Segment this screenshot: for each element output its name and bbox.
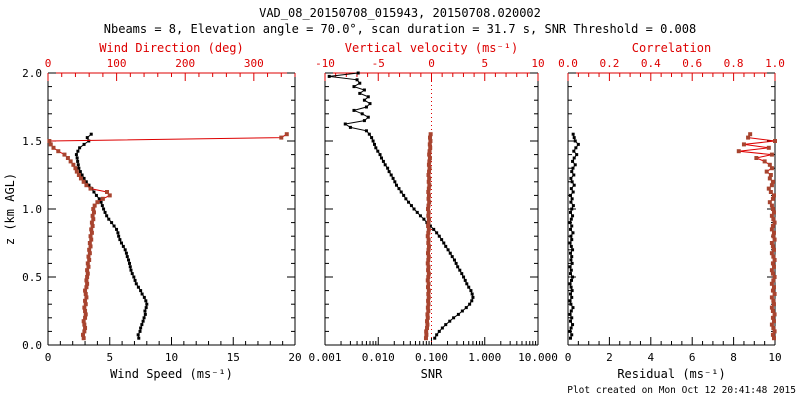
svg-text:10: 10: [165, 351, 178, 364]
svg-text:20: 20: [288, 351, 301, 364]
svg-text:300: 300: [244, 57, 264, 70]
svg-text:6: 6: [689, 351, 696, 364]
residual-z-axis: [568, 72, 775, 346]
svg-text:-5: -5: [372, 57, 385, 70]
svg-text:Vertical velocity (ms⁻¹): Vertical velocity (ms⁻¹): [345, 41, 518, 55]
svg-text:Residual (ms⁻¹): Residual (ms⁻¹): [617, 367, 725, 381]
svg-text:2.0: 2.0: [22, 67, 42, 80]
svg-text:z (km AGL): z (km AGL): [3, 173, 17, 245]
snr-series-snr: [327, 71, 475, 340]
svg-text:4: 4: [647, 351, 654, 364]
svg-text:1.0: 1.0: [22, 203, 42, 216]
svg-text:0: 0: [428, 57, 435, 70]
svg-text:Wind Direction (deg): Wind Direction (deg): [99, 41, 244, 55]
svg-text:0.5: 0.5: [22, 271, 42, 284]
svg-text:1.0: 1.0: [765, 57, 785, 70]
snr-z-axis: [325, 72, 538, 346]
snr-top-axis: -10 -5 0 5 10 Vertical velocity (ms⁻¹): [315, 41, 545, 81]
svg-text:0.2: 0.2: [599, 57, 619, 70]
svg-text:1.000: 1.000: [468, 351, 501, 364]
svg-text:0.6: 0.6: [682, 57, 702, 70]
svg-text:5: 5: [106, 351, 113, 364]
svg-text:0.001: 0.001: [308, 351, 341, 364]
creation-timestamp: Plot created on Mon Oct 12 20:41:48 2015: [567, 385, 796, 396]
svg-text:0.8: 0.8: [724, 57, 744, 70]
svg-text:5: 5: [481, 57, 488, 70]
svg-text:8: 8: [730, 351, 737, 364]
figure-subtitle: Nbeams = 8, Elevation angle = 70.0°, sca…: [104, 22, 696, 36]
snr-bottom-axis: 0.001 0.010 0.100 1.000 10.000 SNR: [308, 337, 558, 381]
svg-text:200: 200: [175, 57, 195, 70]
residual-bottom-axis: 0 2 4 6 8 10 Residual (ms⁻¹): [565, 337, 782, 381]
panel-residual: 0 2 4 6 8 10 Residual (ms⁻¹) 0.0 0.2 0.4 0.6 0.8 1.0…: [558, 41, 785, 381]
svg-text:0.100: 0.100: [415, 351, 448, 364]
residual-top-axis: 0.0 0.2 0.4 0.6 0.8 1.0 Correlation: [558, 41, 785, 81]
figure-title: VAD_08_20150708_015943, 20150708.020002: [259, 6, 541, 20]
svg-text:SNR: SNR: [421, 367, 443, 381]
residual-series-residual: [568, 132, 580, 340]
svg-text:10.000: 10.000: [518, 351, 558, 364]
panel-snr: 0.001 0.010 0.100 1.000 10.000 SNR -10 -5 0 5 10 Ve…: [308, 41, 557, 381]
residual-frame: [567, 72, 776, 346]
svg-text:100: 100: [107, 57, 127, 70]
svg-text:0.010: 0.010: [362, 351, 395, 364]
svg-text:-10: -10: [315, 57, 335, 70]
svg-text:0.0: 0.0: [558, 57, 578, 70]
wind-series-wind-direction: [47, 132, 289, 341]
svg-text:10: 10: [768, 351, 781, 364]
svg-text:10: 10: [531, 57, 544, 70]
wind-z-axis: 0.0 0.5 1.0 1.5 2.0: [22, 67, 295, 352]
wind-bottom-axis: 0 5 10 15 20 Wind Speed (ms⁻¹): [45, 337, 302, 381]
svg-text:2: 2: [606, 351, 613, 364]
svg-text:0: 0: [45, 57, 52, 70]
residual-series-correlation: [736, 132, 777, 341]
snr-series-vertical-velocity: [423, 132, 433, 341]
svg-text:1.5: 1.5: [22, 135, 42, 148]
wind-series-wind-speed: [74, 132, 149, 340]
svg-text:15: 15: [227, 351, 240, 364]
svg-text:0: 0: [565, 351, 572, 364]
svg-text:Correlation: Correlation: [632, 41, 711, 55]
svg-text:0.4: 0.4: [641, 57, 661, 70]
svg-text:0.0: 0.0: [22, 339, 42, 352]
svg-text:Wind Speed (ms⁻¹): Wind Speed (ms⁻¹): [110, 367, 233, 381]
svg-text:0: 0: [45, 351, 52, 364]
